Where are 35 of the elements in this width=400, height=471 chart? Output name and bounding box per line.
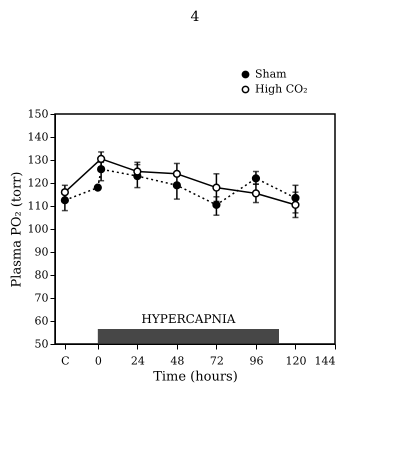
band-label: HYPERCAPNIA — [141, 312, 236, 326]
point — [172, 181, 181, 190]
x-tick-label: C — [61, 354, 70, 368]
y-tick-label: 60 — [34, 314, 48, 328]
y-tick-label: 80 — [34, 268, 48, 282]
x-tick-label: 96 — [249, 354, 264, 368]
text: 4 — [190, 9, 200, 25]
point — [97, 154, 106, 163]
legend-label: High CO₂ — [255, 82, 308, 96]
y-tick-label: 100 — [28, 222, 48, 236]
y-tick-label: 130 — [28, 154, 48, 166]
point — [291, 200, 300, 209]
y-tick-label: 110 — [28, 200, 48, 212]
y-tick-label: 90 — [34, 246, 48, 258]
x-tick-label: 0 — [94, 354, 102, 368]
x-tick-label: 72 — [210, 354, 224, 368]
y-axis-title: Plasma PO₂ (torr) — [10, 172, 25, 288]
point — [252, 189, 260, 198]
legend-label: Sham — [255, 68, 288, 80]
point — [212, 184, 221, 192]
point — [252, 174, 260, 182]
x-tick-label: 24 — [130, 354, 145, 368]
point — [172, 170, 181, 178]
x-tick-label: 120 — [285, 354, 306, 368]
point — [212, 200, 221, 209]
y-tick-label: 50 — [34, 338, 48, 350]
y-tick-label: 120 — [28, 176, 48, 190]
point — [60, 188, 69, 196]
y-tick-label: 70 — [34, 292, 48, 304]
x-axis-title: Time (hours) — [153, 370, 238, 384]
point — [94, 184, 102, 192]
x-tick-label: 144 — [314, 354, 336, 368]
y-tick-label: 150 — [28, 108, 48, 120]
x-tick-label: 48 — [170, 354, 184, 368]
y-tick-label: 140 — [28, 130, 48, 144]
